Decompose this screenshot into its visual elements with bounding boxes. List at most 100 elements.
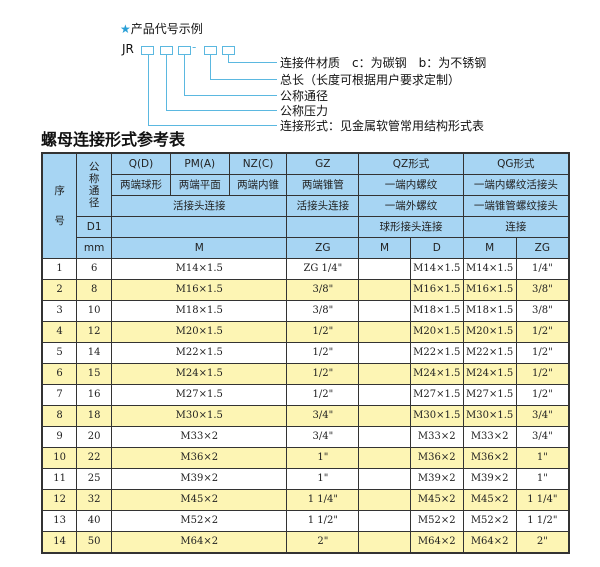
cell-qzd: M14×1.5 — [409, 258, 464, 280]
cell-qgzg: 2" — [515, 531, 570, 554]
cell-qgzg: 1 1/4" — [515, 489, 570, 511]
cell-n: 14 — [41, 531, 78, 554]
header-seq: 序号 — [41, 152, 78, 259]
cell-zg: 1" — [286, 468, 360, 490]
header-cell: PM(A) — [169, 152, 230, 175]
cell-zg: 1/2" — [286, 321, 360, 343]
cell-dn: 50 — [76, 531, 113, 554]
nut-connection-table: 序号 公称通径 Q(D) PM(A) NZ(C) GZ QZ形式 QG形式 两端球形 两端平… — [41, 152, 570, 554]
table-row: 8 18 M30×1.5 3/4" M30×1.5 M30×1.5 3/4" — [41, 405, 570, 427]
leader-line — [210, 55, 211, 79]
header-cell: ZG — [515, 237, 570, 259]
cell-qzm — [358, 426, 411, 448]
cell-qgm: M27×1.5 — [462, 384, 517, 406]
header-cell: M — [462, 237, 517, 259]
header-cell: 一端内螺纹 — [358, 174, 464, 196]
cell-qgzg: 1" — [515, 447, 570, 469]
cell-m: M39×2 — [111, 468, 288, 490]
cell-qgzg: 1/2" — [515, 363, 570, 385]
cell-qzd: M24×1.5 — [409, 363, 464, 385]
header-cell: 活接头连接 — [286, 195, 360, 217]
cell-qgm: M20×1.5 — [462, 321, 517, 343]
cell-n: 1 — [41, 258, 78, 280]
cell-dn: 10 — [76, 300, 113, 322]
cell-qzm — [358, 363, 411, 385]
cell-qzm — [358, 489, 411, 511]
cell-qzm — [358, 447, 411, 469]
header-cell: 两端内锥 — [228, 174, 288, 196]
table-title: 螺母连接形式参考表 — [41, 130, 186, 149]
header-cell: D — [409, 237, 464, 259]
cell-qzm — [358, 300, 411, 322]
cell-qzd: M30×1.5 — [409, 405, 464, 427]
cell-qgm: M24×1.5 — [462, 363, 517, 385]
cell-qgzg: 1" — [515, 468, 570, 490]
cell-zg: 2" — [286, 531, 360, 554]
code-prefix: JR — [122, 42, 134, 56]
cell-m: M24×1.5 — [111, 363, 288, 385]
leader-line — [148, 125, 277, 126]
cell-n: 3 — [41, 300, 78, 322]
header-cell: Q(D) — [111, 152, 171, 175]
cell-n: 12 — [41, 489, 78, 511]
cell-qgzg: 3/4" — [515, 426, 570, 448]
cell-qzm — [358, 510, 411, 532]
cell-qzm — [358, 531, 411, 554]
table-row: 3 10 M18×1.5 3/8" M18×1.5 M18×1.5 3/8" — [41, 300, 570, 322]
legend-label: 连接件材质 c：为碳钢 b：为不锈钢 — [280, 56, 487, 70]
cell-qgm: M64×2 — [462, 531, 517, 554]
cell-n: 8 — [41, 405, 78, 427]
table-row: 2 8 M16×1.5 3/8" M16×1.5 M16×1.5 3/8" — [41, 279, 570, 301]
cell-m: M33×2 — [111, 426, 288, 448]
legend-heading: ★产品代号示例 — [120, 22, 203, 36]
cell-n: 10 — [41, 447, 78, 469]
cell-m: M18×1.5 — [111, 300, 288, 322]
cell-qgm: M30×1.5 — [462, 405, 517, 427]
leader-line — [184, 95, 277, 96]
header-cell: 一端外螺纹 — [358, 195, 464, 217]
code-dash: - — [192, 40, 197, 54]
table-row: 6 15 M24×1.5 1/2" M24×1.5 M24×1.5 1/2" — [41, 363, 570, 385]
cell-zg: 1" — [286, 447, 360, 469]
cell-qgzg: 1/2" — [515, 384, 570, 406]
legend-label: 公称压力 — [280, 104, 329, 118]
header-cell: 一端锥管螺纹接头 — [462, 195, 570, 217]
header-mm: mm — [76, 237, 113, 259]
leader-line — [148, 55, 149, 125]
table-row: 4 12 M20×1.5 1/2" M20×1.5 M20×1.5 1/2" — [41, 321, 570, 343]
code-box — [222, 46, 235, 55]
header-cell: ZG — [286, 237, 360, 259]
cell-zg: ZG 1/4" — [286, 258, 360, 280]
cell-qzm — [358, 321, 411, 343]
cell-n: 9 — [41, 426, 78, 448]
cell-qzm — [358, 342, 411, 364]
header-cell: 活接头连接 — [111, 195, 288, 217]
cell-dn: 15 — [76, 363, 113, 385]
cell-qgm: M22×1.5 — [462, 342, 517, 364]
cell-qgm: M16×1.5 — [462, 279, 517, 301]
code-box — [160, 46, 173, 55]
cell-zg: 1/2" — [286, 363, 360, 385]
leader-line — [166, 110, 277, 111]
header-cell: 两端球形 — [111, 174, 171, 196]
table-row: 7 16 M27×1.5 1/2" M27×1.5 M27×1.5 1/2" — [41, 384, 570, 406]
star-icon: ★ — [120, 22, 131, 36]
cell-qzm — [358, 258, 411, 280]
cell-n: 5 — [41, 342, 78, 364]
cell-n: 7 — [41, 384, 78, 406]
code-box — [178, 46, 191, 55]
cell-dn: 40 — [76, 510, 113, 532]
cell-zg: 1/2" — [286, 384, 360, 406]
cell-qzd: M18×1.5 — [409, 300, 464, 322]
cell-qgm: M14×1.5 — [462, 258, 517, 280]
cell-zg: 3/4" — [286, 405, 360, 427]
cell-qzm — [358, 405, 411, 427]
cell-m: M64×2 — [111, 531, 288, 554]
cell-n: 6 — [41, 363, 78, 385]
leader-line — [228, 62, 277, 63]
cell-qzd: M22×1.5 — [409, 342, 464, 364]
header-cell: 一端内螺纹活接头 — [462, 174, 570, 196]
cell-qzd: M16×1.5 — [409, 279, 464, 301]
leader-line — [166, 55, 167, 110]
cell-n: 13 — [41, 510, 78, 532]
